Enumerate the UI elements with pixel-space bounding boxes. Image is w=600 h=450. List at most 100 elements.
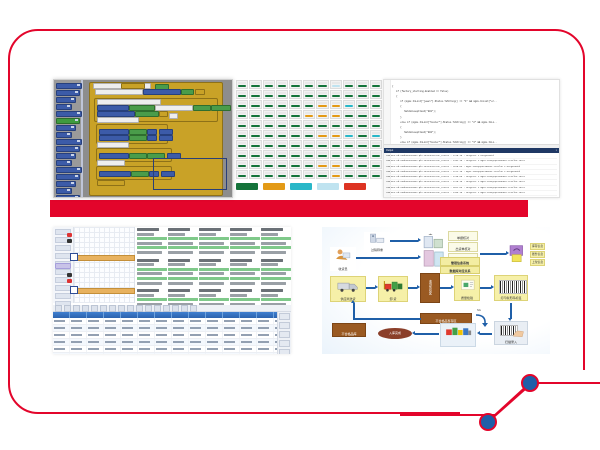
status-cell-r5-c7[interactable]: [329, 130, 342, 139]
flow-node-inspection-station[interactable]: [422, 233, 446, 271]
log-row-0[interactable]: LOG mcs.Kb.nodKxxxnxxwxx.pkt.MCSxIPCtPro…: [386, 154, 557, 160]
status-cell-r7-c5[interactable]: [302, 150, 316, 159]
table-cell[interactable]: [206, 353, 223, 354]
panel-erp-schedule[interactable]: [53, 227, 291, 354]
status-cell-r3-c3[interactable]: [276, 110, 289, 119]
table-cell[interactable]: [104, 332, 121, 338]
table-cell[interactable]: [172, 332, 189, 338]
table-toolbar-button-3[interactable]: [82, 304, 89, 312]
status-cell-r1-c10[interactable]: [369, 90, 382, 99]
palette-block-12[interactable]: [56, 167, 82, 173]
gantt-tree-item[interactable]: [55, 293, 71, 299]
table-cell[interactable]: [257, 325, 274, 331]
table-cell[interactable]: [70, 346, 87, 352]
table-cell[interactable]: [240, 332, 257, 338]
gantt-tree-item[interactable]: [55, 269, 71, 275]
table-cell[interactable]: [104, 346, 121, 352]
flow-node-staging-area[interactable]: 收货暂存区: [420, 273, 440, 303]
status-cell-r4-c1[interactable]: [249, 120, 262, 129]
status-cell-r4-c6[interactable]: [316, 120, 329, 129]
table-cell[interactable]: [70, 325, 87, 331]
panel-blocks-editor[interactable]: [53, 79, 233, 198]
status-cell-r1-c5[interactable]: [302, 90, 316, 99]
log-panel-titlebar[interactable]: Output x: [384, 148, 559, 153]
palette-block-11[interactable]: [56, 160, 72, 166]
status-cell-r1-c4[interactable]: [289, 90, 302, 99]
status-cell-r5-c5[interactable]: [302, 130, 316, 139]
log-row-7[interactable]: LOG mcs.Kb.nodKxxxnxxwxx.pkt.MCSxIPCtPro…: [386, 191, 557, 197]
table-toolbar-button-10[interactable]: [145, 304, 152, 312]
table-cell[interactable]: [257, 339, 274, 345]
table-cell[interactable]: [155, 325, 172, 331]
table-side-buttons[interactable]: [277, 312, 291, 354]
table-cell[interactable]: [240, 339, 257, 345]
table-column-header-11[interactable]: [240, 312, 257, 318]
flow-node-putaway[interactable]: [440, 323, 476, 347]
table-cell[interactable]: [53, 318, 70, 324]
data-table[interactable]: [53, 304, 291, 354]
table-cell[interactable]: [155, 318, 172, 324]
palette-block-2[interactable]: [56, 97, 76, 103]
table-cell[interactable]: [223, 318, 240, 324]
palette-block-15[interactable]: [56, 188, 72, 194]
status-cell-r5-c9[interactable]: [356, 130, 369, 139]
table-column-header-2[interactable]: [87, 312, 104, 318]
flow-node-scale-station[interactable]: 过磅称重: [364, 232, 390, 252]
status-cell-r5-c10[interactable]: [369, 130, 382, 139]
table-cell[interactable]: [138, 325, 155, 331]
table-cell[interactable]: [223, 339, 240, 345]
table-column-header-8[interactable]: [189, 312, 206, 318]
table-toolbar-button-9[interactable]: [136, 304, 143, 312]
panel-warehouse-flow[interactable]: 收货员 过磅称重 单据核对 出货单核对 作业单: [322, 227, 550, 354]
status-cell-r4-c3[interactable]: [276, 120, 289, 129]
status-cell-r8-c1[interactable]: [249, 160, 262, 169]
table-cell[interactable]: [138, 318, 155, 324]
log-row-1[interactable]: LOG mcs.Kb.nodKxxxnxxwxx.pkt.MCSxIPCtPro…: [386, 159, 557, 165]
table-cell[interactable]: [240, 346, 257, 352]
log-lines[interactable]: LOG mcs.Kb.nodKxxxnxxwxx.pkt.MCSxIPCtPro…: [384, 154, 559, 197]
table-cell[interactable]: [70, 318, 87, 324]
table-toolbar-button-2[interactable]: [73, 304, 80, 312]
log-row-5[interactable]: LOG mcs.Kb.nodKxxxnxxwxx.pkt.MCSxIPCtPro…: [386, 180, 557, 186]
legend-chip-ltblue[interactable]: [317, 183, 339, 190]
block-white-3[interactable]: [97, 117, 139, 123]
table-column-header-9[interactable]: [206, 312, 223, 318]
palette-block-10[interactable]: [56, 153, 76, 159]
flow-node-tag-b[interactable]: 账务信息: [530, 251, 546, 258]
table-cell[interactable]: [53, 325, 70, 331]
table-cell[interactable]: [121, 332, 138, 338]
blocks-canvas[interactable]: [85, 80, 232, 197]
table-cell[interactable]: [87, 332, 104, 338]
status-cell-r3-c9[interactable]: [356, 110, 369, 119]
table-cell[interactable]: [223, 353, 240, 354]
log-row-6[interactable]: LOG mcs.Kb.nodKxxxnxxwxx.pkt.MCSxIPCtPro…: [386, 186, 557, 192]
status-cell-r4-c7[interactable]: [329, 120, 342, 129]
status-cell-r6-c2[interactable]: [262, 140, 276, 149]
status-cell-r9-c0[interactable]: [236, 170, 249, 179]
block-set-1b[interactable]: [129, 129, 147, 135]
table-column-header-6[interactable]: [155, 312, 172, 318]
block-blue-1[interactable]: [143, 89, 181, 95]
flow-node-printer[interactable]: [508, 243, 526, 265]
block-white-5[interactable]: [97, 160, 125, 166]
palette-block-5[interactable]: [56, 118, 80, 124]
table-cell[interactable]: [121, 353, 138, 354]
status-cell-r3-c5[interactable]: [302, 110, 316, 119]
status-cell-r9-c1[interactable]: [249, 170, 262, 179]
block-green-4[interactable]: [193, 105, 211, 111]
log-row-4[interactable]: LOG mcs.Kb.nodKxxxnxxwxx.pkt.MCSxIPCtPro…: [386, 175, 557, 181]
code-text[interactable]: { if (factory_starting.Enabled == false)…: [392, 84, 557, 145]
status-cell-r8-c9[interactable]: [356, 160, 369, 169]
status-cell-r2-c10[interactable]: [369, 100, 382, 109]
table-cell[interactable]: [87, 318, 104, 324]
table-cell[interactable]: [206, 332, 223, 338]
status-cell-r8-c8[interactable]: [342, 160, 356, 169]
table-cell[interactable]: [121, 339, 138, 345]
status-cell-r4-c8[interactable]: [342, 120, 356, 129]
status-cell-r1-c3[interactable]: [276, 90, 289, 99]
status-cell-r7-c2[interactable]: [262, 150, 276, 159]
log-row-2[interactable]: LOG mcs.Kb.nodKxxxnxxwxx.pkt.MCSxIPCtPro…: [386, 165, 557, 170]
status-cell-r3-c8[interactable]: [342, 110, 356, 119]
blocks-palette[interactable]: [54, 80, 83, 197]
table-cell[interactable]: [53, 353, 70, 354]
